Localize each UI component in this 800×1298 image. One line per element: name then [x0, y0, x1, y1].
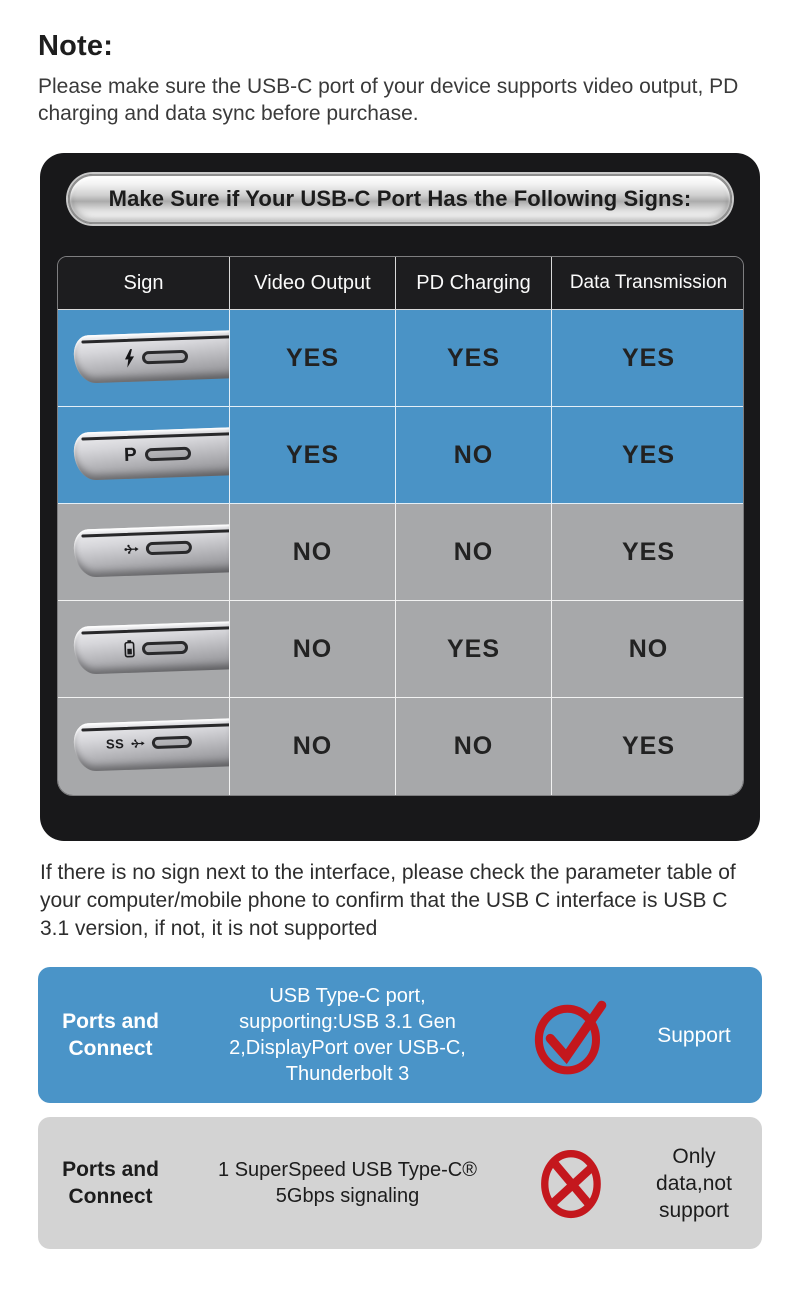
- banner-description: 1 SuperSpeed USB Type-C® 5Gbps signaling: [218, 1159, 477, 1207]
- cell-value: NO: [552, 601, 743, 698]
- cell-value: YES: [230, 407, 396, 504]
- cross-icon: [512, 1139, 632, 1227]
- footnote-text: If there is no sign next to the interfac…: [40, 861, 736, 940]
- note-body: Please make sure the USB-C port of your …: [38, 75, 739, 125]
- usbc-port-shape: [152, 735, 193, 749]
- banner-status: Only data,not support: [656, 1144, 732, 1222]
- superspeed-label: SS: [105, 736, 125, 752]
- laptop-edge-photo: P: [73, 427, 229, 481]
- note-title: Note:: [38, 30, 114, 62]
- banner-status: Support: [657, 1023, 731, 1047]
- infographic-page: Note: Please make sure the USB-C port of…: [0, 30, 800, 1298]
- cell-value: NO: [396, 407, 552, 504]
- header-cell-sign: Sign: [58, 257, 230, 310]
- compatibility-table: Sign Video Output PD Charging Data Trans…: [57, 256, 744, 796]
- panel-banner-text: Make Sure if Your USB-C Port Has the Fol…: [108, 186, 692, 211]
- usbc-port-shape: [144, 446, 191, 462]
- banner-label: Ports and Connect: [62, 1010, 159, 1060]
- usb-trident-icon: [131, 738, 145, 748]
- cell-value: NO: [230, 698, 396, 795]
- thunderbolt-icon: [124, 349, 135, 368]
- cell-value: NO: [396, 698, 552, 795]
- cell-value: NO: [230, 601, 396, 698]
- displayport-icon: P: [123, 444, 139, 467]
- laptop-edge-photo: [73, 330, 229, 384]
- cell-value: YES: [552, 407, 743, 504]
- usbc-port-shape: [145, 540, 193, 556]
- support-banner: Ports and Connect USB Type-C port, suppo…: [38, 967, 762, 1103]
- header-cell-data-transmission: Data Transmission: [552, 257, 743, 310]
- sign-cell-battery: [58, 601, 230, 698]
- panel-banner-pill: Make Sure if Your USB-C Port Has the Fol…: [68, 174, 732, 224]
- laptop-edge-photo: [73, 621, 229, 675]
- cell-value: YES: [230, 310, 396, 407]
- usbc-port-shape: [141, 349, 189, 365]
- compatibility-panel: Make Sure if Your USB-C Port Has the Fol…: [40, 153, 760, 841]
- banner-description: USB Type-C port, supporting:USB 3.1 Gen …: [229, 985, 466, 1085]
- banner-label: Ports and Connect: [62, 1158, 159, 1208]
- data-only-banner: Ports and Connect 1 SuperSpeed USB Type-…: [38, 1117, 762, 1249]
- cell-value: NO: [230, 504, 396, 601]
- sign-cell-displayport: P: [58, 407, 230, 504]
- laptop-edge-photo: SS: [73, 718, 229, 772]
- header-cell-video-output: Video Output: [230, 257, 396, 310]
- usbc-port-shape: [141, 640, 189, 655]
- sign-cell-thunderbolt: [58, 310, 230, 407]
- usb-trident-icon: [124, 544, 139, 554]
- sign-cell-usb: [58, 504, 230, 601]
- cell-value: YES: [396, 310, 552, 407]
- cell-value: YES: [552, 310, 743, 407]
- header-cell-pd-charging: PD Charging: [396, 257, 552, 310]
- cell-value: YES: [552, 698, 743, 795]
- cell-value: NO: [396, 504, 552, 601]
- cell-value: YES: [552, 504, 743, 601]
- sign-cell-superspeed: SS: [58, 698, 230, 795]
- check-icon: [512, 987, 632, 1083]
- cell-value: YES: [396, 601, 552, 698]
- laptop-edge-photo: [73, 524, 229, 578]
- battery-icon: [124, 640, 135, 658]
